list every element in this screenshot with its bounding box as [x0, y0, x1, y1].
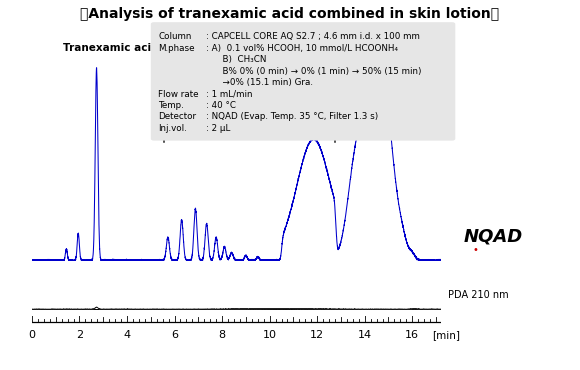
- Text: 14: 14: [358, 330, 372, 340]
- Text: 12: 12: [310, 330, 324, 340]
- Text: 16: 16: [405, 330, 419, 340]
- Text: 0: 0: [28, 330, 35, 340]
- Text: : 40 °C: : 40 °C: [206, 101, 236, 110]
- Text: Column: Column: [158, 32, 192, 41]
- Text: PEG combined in cosmetic: PEG combined in cosmetic: [167, 106, 332, 116]
- Text: →0% (15.1 min) Gra.: →0% (15.1 min) Gra.: [206, 78, 313, 87]
- Text: Temp.: Temp.: [158, 101, 184, 110]
- Text: •: •: [473, 245, 478, 255]
- Text: 2: 2: [76, 330, 83, 340]
- Text: 8: 8: [219, 330, 226, 340]
- Text: B% 0% (0 min) → 0% (1 min) → 50% (15 min): B% 0% (0 min) → 0% (1 min) → 50% (15 min…: [206, 67, 422, 75]
- Text: M.phase: M.phase: [158, 44, 195, 53]
- Text: Detector: Detector: [158, 112, 197, 121]
- Text: : CAPCELL CORE AQ S2.7 ; 4.6 mm i.d. x 100 mm: : CAPCELL CORE AQ S2.7 ; 4.6 mm i.d. x 1…: [206, 32, 420, 41]
- Text: PDA 210 nm: PDA 210 nm: [448, 290, 509, 300]
- Text: Tranexamic acid: Tranexamic acid: [63, 43, 158, 53]
- Text: : 1 mL/min: : 1 mL/min: [206, 90, 252, 98]
- Text: Flow rate: Flow rate: [158, 90, 199, 98]
- Text: [min]: [min]: [433, 330, 461, 340]
- Text: NQAD: NQAD: [464, 228, 523, 246]
- Text: 10: 10: [263, 330, 277, 340]
- Text: Inj.vol.: Inj.vol.: [158, 124, 187, 133]
- Text: 6: 6: [171, 330, 178, 340]
- Text: 【Analysis of tranexamic acid combined in skin lotion】: 【Analysis of tranexamic acid combined in…: [81, 7, 499, 21]
- Text: : NQAD (Evap. Temp. 35 °C, Filter 1.3 s): : NQAD (Evap. Temp. 35 °C, Filter 1.3 s): [206, 112, 378, 121]
- Text: B)  CH₃CN: B) CH₃CN: [206, 55, 266, 64]
- Text: : A)  0.1 vol% HCOOH, 10 mmol/L HCOONH₄: : A) 0.1 vol% HCOOH, 10 mmol/L HCOONH₄: [206, 44, 398, 53]
- Text: 4: 4: [124, 330, 130, 340]
- Text: : 2 μL: : 2 μL: [206, 124, 230, 133]
